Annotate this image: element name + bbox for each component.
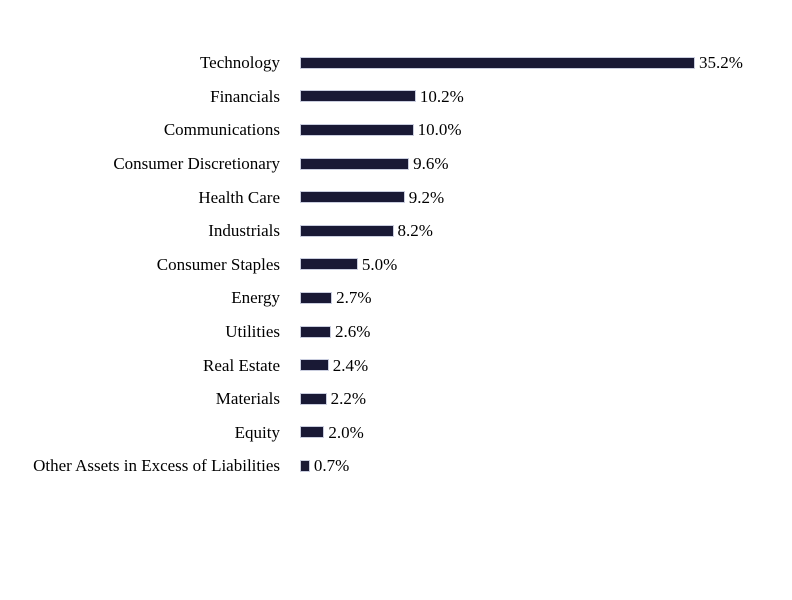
- value-label: 0.7%: [313, 456, 350, 476]
- value-label: 8.2%: [397, 221, 433, 241]
- value-label: 10.0%: [417, 120, 462, 140]
- value-label: 9.6%: [413, 154, 449, 174]
- bar: [300, 426, 325, 439]
- chart-row: Financials 10.2%: [0, 80, 743, 114]
- chart-row: Real Estate 2.4%: [0, 348, 743, 382]
- value-label: 2.2%: [330, 389, 366, 409]
- category-label: Utilities: [225, 322, 280, 342]
- value-label: 35.2%: [699, 53, 743, 73]
- bar: [300, 224, 394, 237]
- chart-row: Industrials 8.2%: [0, 214, 743, 248]
- category-label: Consumer Discretionary: [113, 154, 280, 174]
- bar: [300, 291, 333, 304]
- bar-chart: Technology 35.2% Financials 10.2% Communicat…: [0, 46, 743, 483]
- value-label: 5.0%: [361, 254, 398, 274]
- value-label: 2.7%: [336, 288, 372, 308]
- bar: [300, 56, 695, 69]
- chart-row: Equity 2.0%: [0, 416, 743, 450]
- category-label: Equity: [234, 422, 280, 442]
- bar: [300, 392, 327, 405]
- category-label: Communications: [163, 120, 280, 140]
- chart-row: Consumer Staples 5.0%: [0, 248, 743, 282]
- category-label: Health Care: [198, 187, 280, 207]
- value-label: 2.4%: [332, 355, 369, 375]
- bar: [300, 258, 358, 271]
- bar: [300, 459, 310, 472]
- chart-row: Materials 2.2%: [0, 382, 743, 416]
- value-label: 2.6%: [335, 322, 371, 342]
- category-label: Technology: [199, 53, 280, 73]
- value-label: 9.2%: [408, 187, 445, 207]
- category-label: Materials: [215, 389, 280, 409]
- category-label: Other Assets in Excess of Liabilities: [33, 456, 280, 476]
- value-label: 10.2%: [419, 86, 464, 106]
- chart-row: Consumer Discretionary 9.6%: [0, 147, 743, 181]
- category-label: Energy: [231, 288, 280, 308]
- chart-row: Technology 35.2%: [0, 46, 743, 80]
- chart-row: Energy 2.7%: [0, 281, 743, 315]
- chart-row: Communications 10.0%: [0, 113, 743, 147]
- value-label: 2.0%: [328, 422, 364, 442]
- bar: [300, 157, 410, 170]
- bar: [300, 359, 329, 372]
- category-label: Consumer Staples: [156, 254, 280, 274]
- chart-row: Health Care 9.2%: [0, 180, 743, 214]
- bar: [300, 191, 405, 204]
- bar: [300, 90, 416, 103]
- chart-row: Other Assets in Excess of Liabilities 0.7…: [0, 449, 743, 483]
- category-label: Industrials: [208, 221, 280, 241]
- bar: [300, 325, 332, 338]
- bar: [300, 123, 414, 136]
- category-label: Financials: [210, 86, 280, 106]
- category-label: Real Estate: [203, 355, 280, 375]
- chart-row: Utilities 2.6%: [0, 315, 743, 349]
